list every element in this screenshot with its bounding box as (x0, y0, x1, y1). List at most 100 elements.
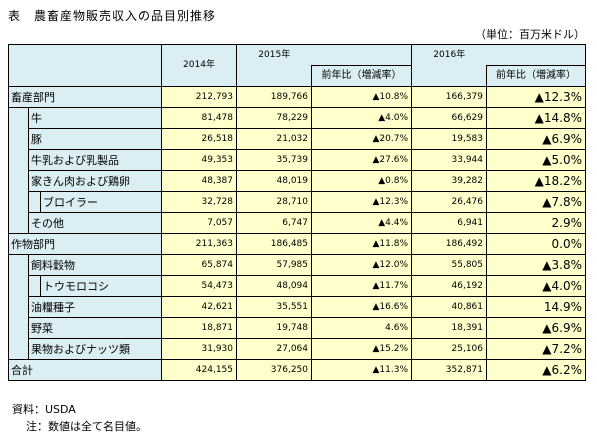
value-2015: 21,032 (236, 128, 312, 150)
header-yoy-2015: 前年比（増減率） (311, 65, 412, 87)
value-2014: 48,387 (161, 170, 237, 192)
value-2016: 46,192 (411, 275, 487, 297)
yoy-2016: ▲3.8% (486, 254, 586, 276)
yoy-2015: ▲4.4% (311, 212, 412, 234)
value-2016: 40,861 (411, 296, 487, 318)
table-row: ブロイラー 32,728 28,710 ▲12.3% 26,476 ▲7.8% (8, 191, 586, 213)
value-2015: 35,551 (236, 296, 312, 318)
table-row: 飼料穀物 65,874 57,985 ▲12.0% 55,805 ▲3.8% (8, 254, 586, 276)
yoy-2015: ▲11.3% (311, 359, 412, 381)
yoy-2016: ▲7.8% (486, 191, 586, 213)
yoy-2016: ▲6.9% (486, 128, 586, 150)
row-label: その他 (28, 212, 162, 234)
table-row: 牛乳および乳製品 49,353 35,739 ▲27.6% 33,944 ▲5.… (8, 149, 586, 171)
table-row: その他 7,057 6,747 ▲4.4% 6,941 2.9% (8, 212, 586, 234)
yoy-2016: ▲6.9% (486, 317, 586, 339)
table-row: 作物部門 211,363 186,485 ▲11.8% 186,492 0.0% (8, 233, 586, 255)
table-row-total: 合計 424,155 376,250 ▲11.3% 352,871 ▲6.2% (8, 359, 586, 381)
table-row: 畜産部門 212,793 189,766 ▲10.8% 166,379 ▲12.… (8, 86, 586, 108)
yoy-2015: ▲12.3% (311, 191, 412, 213)
row-label: 家きん肉および鶏卵 (28, 170, 162, 192)
value-2016: 66,629 (411, 107, 487, 129)
value-2014: 49,353 (161, 149, 237, 171)
value-2015: 48,019 (236, 170, 312, 192)
table-row: 油糧種子 42,621 35,551 ▲16.6% 40,861 14.9% (8, 296, 586, 318)
value-2014: 42,621 (161, 296, 237, 318)
value-2016: 55,805 (411, 254, 487, 276)
value-2014: 81,478 (161, 107, 237, 129)
row-label: 飼料穀物 (28, 254, 162, 276)
yoy-2016: ▲7.2% (486, 338, 586, 360)
value-2015: 6,747 (236, 212, 312, 234)
value-2016: 26,476 (411, 191, 487, 213)
row-label: 果物およびナッツ類 (28, 338, 162, 360)
yoy-2015: ▲15.2% (311, 338, 412, 360)
row-label: 豚 (28, 128, 162, 150)
row-label: 畜産部門 (8, 86, 162, 108)
value-2015: 189,766 (236, 86, 312, 108)
value-2015: 57,985 (236, 254, 312, 276)
header-corner (8, 44, 162, 87)
row-label: 牛乳および乳製品 (28, 149, 162, 171)
value-2016: 39,282 (411, 170, 487, 192)
table-title: 表 農畜産物販売収入の品目別推移 (8, 9, 217, 23)
nominal-note: 注：数値は全て名目値。 (26, 420, 147, 433)
value-2015: 48,094 (236, 275, 312, 297)
header-yoy-2016: 前年比（増減率） (486, 65, 586, 87)
value-2014: 26,518 (161, 128, 237, 150)
table-row: 果物およびナッツ類 31,930 27,064 ▲15.2% 25,106 ▲7… (8, 338, 586, 360)
value-2015: 27,064 (236, 338, 312, 360)
value-2015: 186,485 (236, 233, 312, 255)
table-row: 牛 81,478 78,229 ▲4.0% 66,629 ▲14.8% (8, 107, 586, 129)
value-2016: 6,941 (411, 212, 487, 234)
table-row: 家きん肉および鶏卵 48,387 48,019 ▲0.8% 39,282 ▲18… (8, 170, 586, 192)
table-row: トウモロコシ 54,473 48,094 ▲11.7% 46,192 ▲4.0% (8, 275, 586, 297)
value-2014: 211,363 (161, 233, 237, 255)
header-row: 2014年 2015年 2016年 (8, 44, 586, 87)
yoy-2015: ▲16.6% (311, 296, 412, 318)
value-2014: 424,155 (161, 359, 237, 381)
value-2014: 65,874 (161, 254, 237, 276)
header-row-2: 前年比（増減率） 前年比（増減率） (9, 65, 586, 87)
yoy-2015: ▲4.0% (311, 107, 412, 129)
value-2015: 28,710 (236, 191, 312, 213)
value-2016: 186,492 (411, 233, 487, 255)
value-2015: 19,748 (236, 317, 312, 339)
value-2016: 352,871 (411, 359, 487, 381)
value-2015: 376,250 (236, 359, 312, 381)
yoy-2016: ▲14.8% (486, 107, 586, 129)
row-label: ブロイラー (40, 191, 162, 213)
row-label: 野菜 (28, 317, 162, 339)
notes: 資料：USDA 注：数値は全て名目値。 (12, 401, 147, 435)
yoy-2016: ▲5.0% (486, 149, 586, 171)
value-2014: 212,793 (161, 86, 237, 108)
yoy-2016: ▲6.2% (486, 359, 586, 381)
yoy-2016: 14.9% (486, 296, 586, 318)
value-2016: 33,944 (411, 149, 487, 171)
yoy-2015: ▲20.7% (311, 128, 412, 150)
yoy-2015: 4.6% (311, 317, 412, 339)
yoy-2016: 0.0% (486, 233, 586, 255)
yoy-2015: ▲11.7% (311, 275, 412, 297)
yoy-2015: ▲11.8% (311, 233, 412, 255)
yoy-2016: ▲4.0% (486, 275, 586, 297)
table-row: 豚 26,518 21,032 ▲20.7% 19,583 ▲6.9% (8, 128, 586, 150)
unit-label: （単位：百万米ドル） (475, 28, 585, 41)
value-2014: 18,871 (161, 317, 237, 339)
header-2015: 2015年 (236, 44, 312, 66)
value-2015: 35,739 (236, 149, 312, 171)
yoy-2015: ▲10.8% (311, 86, 412, 108)
value-2016: 25,106 (411, 338, 487, 360)
source-note: 資料：USDA (12, 403, 76, 416)
row-label: 作物部門 (8, 233, 162, 255)
value-2016: 166,379 (411, 86, 487, 108)
sales-table: 2014年 2015年 2016年 前年比（増減率） 前年比（増減率） 畜産部門… (8, 44, 586, 381)
value-2014: 54,473 (161, 275, 237, 297)
row-label: 油糧種子 (28, 296, 162, 318)
header-2014: 2014年 (161, 44, 237, 87)
table-row: 野菜 18,871 19,748 4.6% 18,391 ▲6.9% (8, 317, 586, 339)
value-2016: 19,583 (411, 128, 487, 150)
row-label: トウモロコシ (40, 275, 162, 297)
header-2016: 2016年 (411, 44, 487, 66)
yoy-2015: ▲27.6% (311, 149, 412, 171)
